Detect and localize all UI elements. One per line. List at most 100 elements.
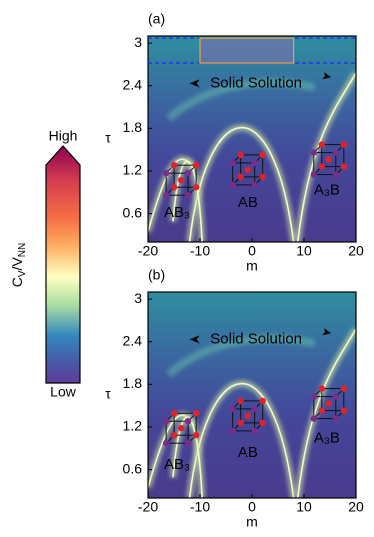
atom: [229, 181, 236, 189]
atom: [229, 159, 236, 167]
atom: [244, 412, 251, 420]
ridge: [296, 72, 356, 242]
panel: -20 -10 0 10 20 0.6 1.2 1.8 2.4 3 m τ (a) Solid Solut…: [105, 11, 364, 274]
y-tick-label: 2.4: [123, 332, 143, 348]
label-part: /V: [9, 257, 25, 271]
atom: [340, 385, 347, 392]
colorbar: High Low CV/VNN: [9, 128, 81, 400]
atom: [259, 419, 266, 427]
x-tick-label: -20: [138, 243, 158, 259]
atom: [237, 419, 244, 427]
cube-face: [232, 408, 256, 432]
cube-face: [240, 154, 264, 178]
x-tick-label: 20: [348, 243, 364, 259]
arrow: [189, 79, 200, 88]
x-tick-label: 10: [296, 243, 312, 259]
atom: [162, 192, 170, 199]
ridge: [172, 160, 203, 242]
atom: [192, 184, 200, 191]
atom: [184, 418, 192, 425]
label-part: V: [17, 270, 28, 277]
x-tick-label: 10: [296, 499, 312, 515]
x-tick-label: 0: [248, 243, 256, 259]
atom: [310, 149, 317, 156]
atom: [318, 407, 325, 414]
x-tick-label: -10: [190, 499, 210, 515]
atom: [310, 393, 317, 400]
atom: [237, 173, 244, 181]
y-tick-label: 0.6: [123, 204, 143, 220]
atom: [251, 427, 258, 435]
atom: [184, 440, 192, 447]
y-tick-label: 0.6: [123, 460, 143, 476]
atom: [325, 156, 332, 163]
atom: [332, 393, 339, 400]
cube-face: [173, 412, 197, 436]
atom: [162, 440, 170, 447]
annotation: A₃B: [314, 181, 340, 198]
atom: [170, 410, 178, 417]
atom: [259, 173, 266, 181]
atom: [192, 162, 200, 169]
atom: [251, 181, 258, 189]
arrow: [189, 335, 200, 344]
atom: [340, 141, 347, 148]
cube-face: [165, 420, 189, 444]
x-tick-label: -10: [190, 243, 210, 259]
y-axis-label: τ: [105, 386, 111, 402]
atom: [229, 427, 236, 435]
y-tick-label: 2.4: [123, 76, 143, 92]
y-tick-label: 1.2: [123, 162, 143, 178]
cube-face: [173, 164, 197, 188]
label-part: NN: [17, 243, 28, 257]
y-tick-label: 1.8: [123, 375, 143, 391]
cube-face: [313, 152, 337, 176]
y-tick-label: 1.2: [123, 418, 143, 434]
colorbar-label: CV/VNN: [9, 243, 28, 287]
annotation: AB: [238, 444, 258, 461]
atom: [177, 177, 185, 184]
y-tick-label: 3: [134, 34, 142, 50]
label-part: C: [9, 277, 25, 287]
y-tick-label: 3: [134, 290, 142, 306]
atom: [332, 415, 339, 422]
colorbar-high: High: [49, 128, 78, 144]
atom: [177, 425, 185, 432]
cube-face: [165, 172, 189, 196]
atom: [310, 171, 317, 178]
x-tick-label: 0: [248, 499, 256, 515]
atom: [184, 192, 192, 199]
panel-label: (b): [148, 267, 165, 283]
colorbar-low: Low: [50, 384, 77, 400]
annotation: A₃B: [314, 429, 340, 446]
atom: [251, 405, 258, 413]
cube-face: [240, 400, 264, 424]
atom: [259, 397, 266, 405]
panel-label: (a): [148, 11, 165, 27]
annotation: AB₃: [164, 456, 190, 473]
atom: [340, 163, 347, 170]
atom: [318, 141, 325, 148]
arrow: [322, 72, 332, 80]
atom: [237, 397, 244, 405]
x-axis-label: m: [246, 514, 258, 530]
atom: [251, 159, 258, 167]
atom: [229, 405, 236, 413]
atom: [162, 170, 170, 177]
x-tick-label: -20: [138, 499, 158, 515]
atom: [192, 410, 200, 417]
annotation: Solid Solution: [210, 74, 302, 91]
y-tick-label: 1.8: [123, 119, 143, 135]
colorbar-gradient: [45, 145, 81, 384]
cube-face: [321, 144, 345, 168]
x-axis-label: m: [246, 258, 258, 274]
atom: [170, 184, 178, 191]
cube-face: [232, 162, 256, 186]
ridge-glow: [166, 78, 316, 122]
atom: [259, 151, 266, 159]
highlight-box: [199, 37, 295, 64]
atom: [162, 418, 170, 425]
atom: [332, 171, 339, 178]
annotation: Solid Solution: [210, 330, 302, 347]
